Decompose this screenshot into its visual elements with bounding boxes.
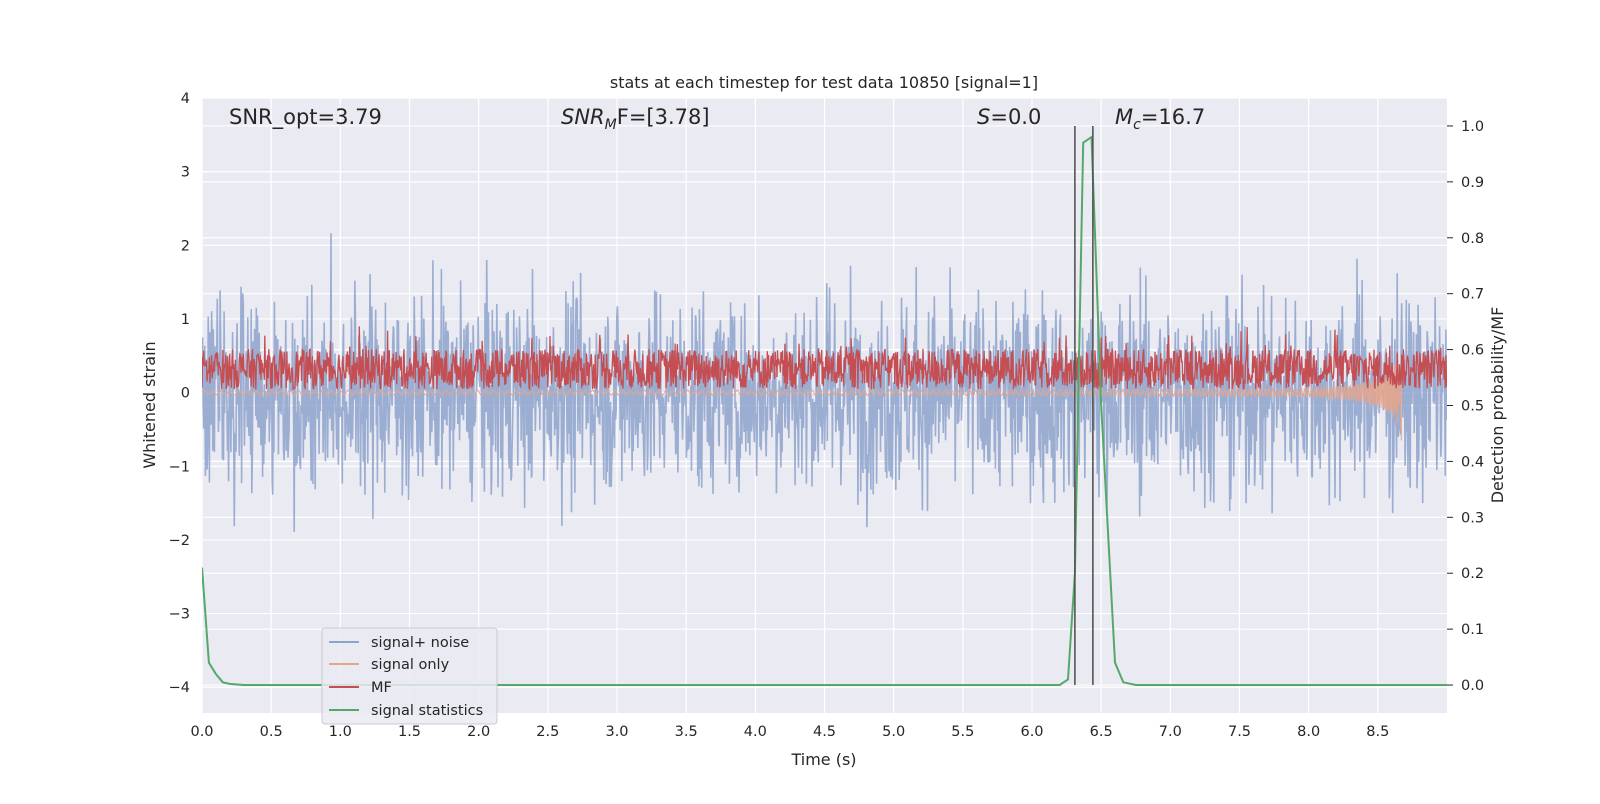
x-tick-label: 6.0 <box>1020 724 1043 740</box>
legend-label-signal-only: signal only <box>371 657 450 673</box>
right-y-tick-label: 0.9 <box>1461 175 1484 191</box>
x-tick-label: 1.0 <box>329 724 352 740</box>
right-y-tick-label: 0.7 <box>1461 287 1484 303</box>
series-signal-noise-line <box>202 233 1447 532</box>
annotation-s: S=0.0 <box>977 105 1041 129</box>
right-y-axis-label: Detection probability/MF <box>1488 307 1507 504</box>
x-tick-label: 7.5 <box>1228 724 1251 740</box>
y-tick-label: 1 <box>181 312 190 328</box>
y-tick-label: 3 <box>181 165 190 181</box>
series-mf-line <box>202 326 1447 392</box>
x-tick-label: 0.5 <box>260 724 283 740</box>
vertical-markers <box>1074 125 1094 686</box>
x-tick-label: 4.0 <box>744 724 767 740</box>
chart-title: stats at each timestep for test data 108… <box>610 73 1038 92</box>
right-y-tick-label: 0.4 <box>1461 454 1484 470</box>
y-axis-label: Whitened strain <box>140 341 159 468</box>
right-y-tick-label: 0.0 <box>1461 678 1484 694</box>
y-ticks: 4 3 2 1 0 −1 −2 −3 −4 <box>169 91 190 696</box>
legend-box <box>321 627 498 725</box>
x-tick-label: 2.0 <box>467 724 490 740</box>
right-y-tick-label: 0.8 <box>1461 231 1484 247</box>
x-tick-label: 5.0 <box>882 724 905 740</box>
y-tick-label: 4 <box>181 91 190 107</box>
legend: signal+ noise signal only MF signal stat… <box>321 627 498 725</box>
annotation-mc: Mc=16.7 <box>1115 105 1205 133</box>
y-tick-label: −2 <box>169 533 190 549</box>
y-tick-label: 2 <box>181 238 190 254</box>
x-tick-label: 4.5 <box>813 724 836 740</box>
x-ticks: 0.0 0.5 1.0 1.5 2.0 2.5 3.0 3.5 4.0 4.5 5.0 5.5 6.0 6… <box>190 724 1389 740</box>
x-axis-label: Time (s) <box>790 750 856 769</box>
x-tick-label: 3.0 <box>605 724 628 740</box>
right-y-tick-label: 1.0 <box>1461 119 1484 135</box>
right-y-tick-label: 0.3 <box>1461 510 1484 526</box>
x-tick-label: 8.5 <box>1366 724 1389 740</box>
y-tick-label: −1 <box>169 459 190 475</box>
x-tick-label: 1.5 <box>398 724 421 740</box>
x-tick-label: 8.0 <box>1297 724 1320 740</box>
right-y-ticks: 1.0 0.9 0.8 0.7 0.6 0.5 0.4 0.3 0.2 0.1 0.0 <box>1447 119 1484 694</box>
right-y-tick-label: 0.6 <box>1461 343 1484 359</box>
right-y-tick-label: 0.2 <box>1461 566 1484 582</box>
right-y-tick-label: 0.1 <box>1461 622 1484 638</box>
annotation-snr-mf: SNRMF=[3.78] <box>561 105 710 133</box>
x-tick-label: 2.5 <box>536 724 559 740</box>
y-tick-label: −4 <box>169 680 190 696</box>
y-tick-label: −3 <box>169 607 190 623</box>
x-tick-label: 3.5 <box>675 724 698 740</box>
x-tick-label: 0.0 <box>190 724 213 740</box>
annotation-snr-opt: SNR_opt=3.79 <box>229 105 382 130</box>
series-signal-statistics-line <box>202 135 1447 686</box>
legend-label-mf: MF <box>371 680 392 696</box>
series-signal-only-line <box>202 356 1402 441</box>
x-tick-label: 6.5 <box>1090 724 1113 740</box>
y-tick-label: 0 <box>181 386 190 402</box>
x-tick-label: 7.0 <box>1159 724 1182 740</box>
legend-label-signal-noise: signal+ noise <box>371 635 469 651</box>
legend-label-signal-statistics: signal statistics <box>371 703 483 719</box>
right-y-tick-label: 0.5 <box>1461 399 1484 415</box>
x-tick-label: 5.5 <box>951 724 974 740</box>
